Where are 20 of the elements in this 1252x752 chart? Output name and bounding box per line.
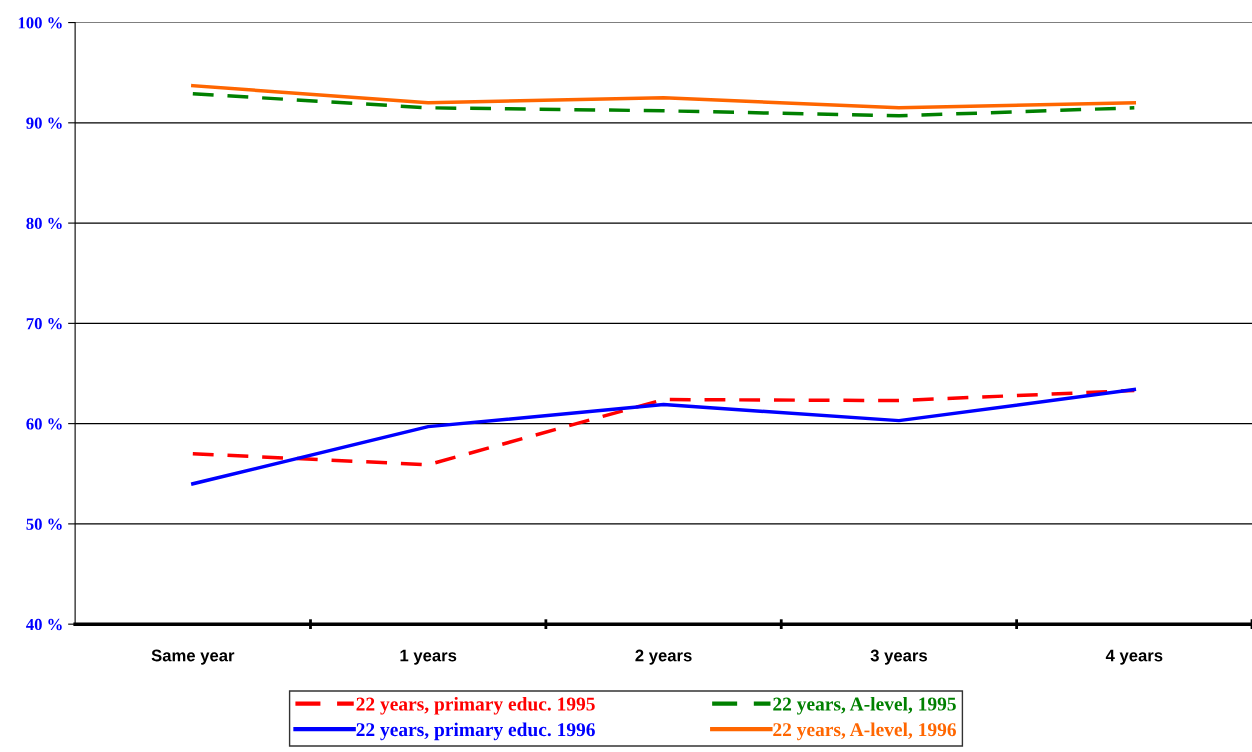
x-tick-label: 2 years bbox=[635, 649, 692, 665]
y-tick-label: 100 % bbox=[18, 17, 62, 29]
legend-label: 22 years, primary educ. 1995 bbox=[356, 696, 595, 715]
legend-label: 22 years, A-level, 1996 bbox=[773, 722, 957, 741]
line-series bbox=[191, 92, 1137, 118]
x-tick-label: 3 years bbox=[870, 649, 927, 665]
y-tick-label: 50 % bbox=[26, 518, 62, 530]
x-tick-label: 1 years bbox=[400, 649, 457, 665]
x-tick-label: 4 years bbox=[1105, 649, 1163, 665]
y-tick-label: 70 % bbox=[26, 318, 62, 330]
legend-label: 22 years, A-level, 1995 bbox=[773, 696, 956, 715]
legend-label: 22 years, primary educ. 1996 bbox=[356, 722, 595, 741]
y-tick-label: 40 % bbox=[26, 618, 62, 631]
y-tick-label: 60 % bbox=[26, 418, 62, 430]
x-tick-label: Same year bbox=[151, 649, 235, 665]
line-series bbox=[191, 387, 1137, 486]
line-series bbox=[191, 83, 1137, 110]
line-series bbox=[191, 388, 1137, 467]
y-tick-label: 90 % bbox=[26, 117, 62, 129]
y-tick-label: 80 % bbox=[26, 217, 62, 230]
